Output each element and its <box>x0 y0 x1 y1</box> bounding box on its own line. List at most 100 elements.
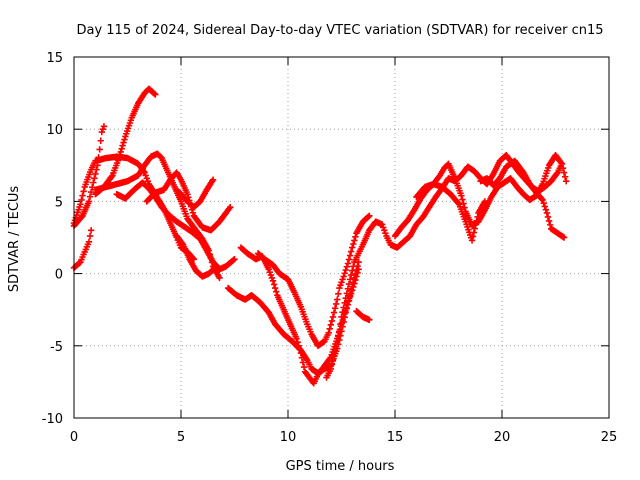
data-point <box>458 192 465 199</box>
data-point <box>338 313 345 321</box>
data-point <box>366 212 373 220</box>
data-point <box>78 196 85 204</box>
data-point <box>343 263 351 270</box>
data-point <box>328 317 336 325</box>
data-point <box>350 263 357 270</box>
data-point <box>270 281 278 288</box>
data-point <box>96 146 103 153</box>
data-point <box>351 280 358 287</box>
data-point <box>86 232 94 240</box>
y-tick-label: -5 <box>50 340 63 355</box>
data-point <box>231 255 238 263</box>
series-track-8 <box>173 176 217 211</box>
data-point <box>366 316 373 324</box>
data-point <box>346 252 354 259</box>
data-point <box>349 287 356 294</box>
data-point <box>325 329 332 337</box>
data-point <box>87 188 95 196</box>
data-point <box>88 184 96 191</box>
data-point <box>331 305 339 312</box>
data-point <box>271 284 279 292</box>
data-point <box>346 276 354 283</box>
y-tick-label: -10 <box>42 412 63 427</box>
data-point <box>557 159 565 166</box>
data-point <box>299 359 307 366</box>
data-point <box>349 267 356 274</box>
data-point <box>538 195 545 203</box>
data-point <box>97 137 104 144</box>
data-point <box>80 188 87 195</box>
data-point <box>329 357 337 364</box>
series-track-10 <box>237 244 362 387</box>
y-axis-label: SDTVAR / TECUs <box>7 186 22 293</box>
data-point <box>216 274 223 282</box>
data-point <box>343 305 351 312</box>
tick-marks <box>73 56 610 419</box>
data-point <box>365 213 372 220</box>
data-point <box>227 203 234 211</box>
data-point <box>230 256 237 264</box>
x-tick-label: 0 <box>70 430 78 445</box>
data-point <box>211 265 218 272</box>
data-point <box>473 217 480 224</box>
x-tick-labels: 0 5 10 15 20 25 <box>70 430 617 445</box>
data-point <box>330 352 338 360</box>
data-point <box>184 190 191 198</box>
data-point <box>300 363 308 371</box>
data-point <box>561 173 569 181</box>
data-point <box>350 240 357 248</box>
data-point <box>545 217 553 225</box>
grid-lines <box>74 57 609 418</box>
data-point <box>347 248 355 255</box>
data-point <box>85 238 93 246</box>
data-point <box>100 123 108 130</box>
series-track-12 <box>254 212 373 349</box>
data-point <box>546 221 554 229</box>
data-point <box>179 240 186 247</box>
data-point <box>560 169 568 176</box>
data-point <box>76 259 83 267</box>
data-point <box>77 201 84 208</box>
data-point <box>340 318 347 326</box>
data-point <box>459 196 466 203</box>
data-point <box>347 271 355 279</box>
series-track-9 <box>173 232 219 280</box>
data-point <box>346 293 354 300</box>
data-point <box>119 142 126 149</box>
data-point <box>95 154 102 161</box>
data-point <box>472 221 479 228</box>
data-point <box>336 328 343 335</box>
data-point <box>121 136 128 143</box>
data-point <box>342 266 349 274</box>
data-point <box>273 288 280 295</box>
data-point <box>293 335 300 342</box>
data-point <box>118 145 125 152</box>
data-point <box>335 333 342 340</box>
data-point <box>474 213 481 221</box>
series-track-6 <box>113 179 238 273</box>
data-point <box>108 173 115 180</box>
data-point <box>94 162 101 169</box>
series-track-17 <box>353 307 373 324</box>
data-point <box>349 244 356 251</box>
data-point <box>327 365 334 373</box>
data-point <box>354 269 361 277</box>
data-point <box>269 277 277 285</box>
data-point <box>543 209 551 217</box>
data-point <box>116 151 124 159</box>
data-point <box>469 233 477 240</box>
data-point <box>340 304 347 311</box>
data-point <box>151 90 158 97</box>
series-track-15 <box>413 180 489 244</box>
data-point <box>90 179 97 186</box>
data-point <box>544 213 552 221</box>
data-point <box>541 203 548 210</box>
data-point <box>93 166 100 173</box>
data-point <box>481 198 489 205</box>
data-point <box>327 321 334 329</box>
series-track-2 <box>70 123 108 230</box>
data-point <box>344 301 352 308</box>
data-point <box>353 273 360 280</box>
data-point <box>152 91 159 98</box>
